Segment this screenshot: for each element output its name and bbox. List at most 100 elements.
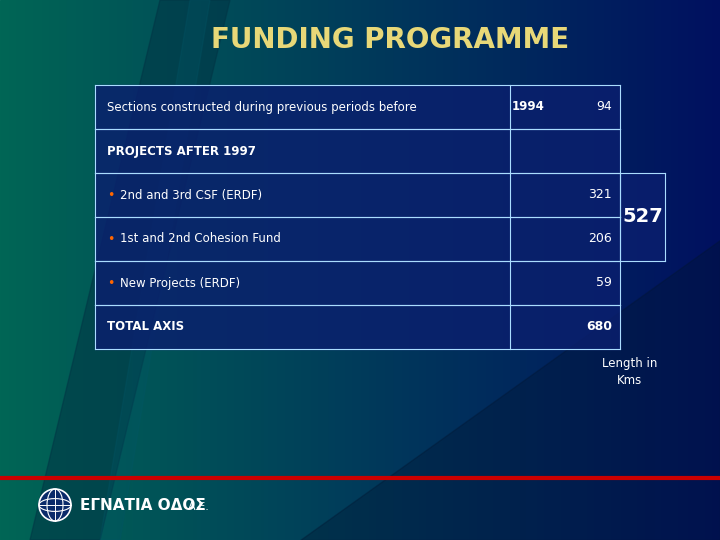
Bar: [36, 0, 40, 540]
Bar: [247, 0, 251, 540]
Bar: [374, 0, 378, 540]
Bar: [403, 0, 407, 540]
Bar: [27, 0, 30, 540]
Bar: [125, 0, 128, 540]
Bar: [614, 0, 618, 540]
Bar: [461, 0, 464, 540]
Bar: [557, 0, 560, 540]
Bar: [571, 0, 575, 540]
Bar: [202, 0, 205, 540]
Text: 1st and 2nd Cohesion Fund: 1st and 2nd Cohesion Fund: [120, 233, 281, 246]
Text: •: •: [107, 276, 114, 289]
Bar: [84, 0, 87, 540]
Bar: [233, 0, 236, 540]
Bar: [79, 0, 83, 540]
Bar: [115, 0, 119, 540]
Bar: [127, 0, 130, 540]
Bar: [122, 0, 126, 540]
Bar: [526, 0, 529, 540]
Bar: [17, 0, 20, 540]
Text: Α.Ε.: Α.Ε.: [188, 502, 210, 512]
Bar: [430, 0, 433, 540]
Bar: [377, 0, 380, 540]
Bar: [146, 0, 150, 540]
Bar: [362, 0, 366, 540]
Bar: [338, 0, 342, 540]
Bar: [110, 0, 114, 540]
Bar: [394, 0, 397, 540]
Bar: [45, 0, 49, 540]
Bar: [523, 0, 526, 540]
Bar: [7, 0, 11, 540]
Bar: [22, 0, 25, 540]
Bar: [634, 0, 637, 540]
Bar: [257, 0, 260, 540]
Bar: [718, 0, 720, 540]
Bar: [95, 173, 620, 217]
Bar: [451, 0, 454, 540]
Bar: [657, 0, 661, 540]
Bar: [274, 0, 277, 540]
Bar: [504, 0, 508, 540]
Bar: [9, 0, 13, 540]
Bar: [646, 0, 649, 540]
Bar: [497, 0, 500, 540]
Bar: [713, 0, 716, 540]
Bar: [240, 0, 243, 540]
Bar: [391, 0, 395, 540]
Bar: [367, 0, 371, 540]
Bar: [607, 0, 611, 540]
Bar: [81, 0, 85, 540]
Bar: [415, 0, 418, 540]
Bar: [655, 0, 659, 540]
Bar: [418, 0, 421, 540]
Bar: [413, 0, 416, 540]
Polygon shape: [30, 0, 230, 540]
Bar: [31, 0, 35, 540]
Bar: [89, 0, 92, 540]
Bar: [576, 0, 580, 540]
Text: 321: 321: [588, 188, 612, 201]
Bar: [581, 0, 584, 540]
Bar: [360, 0, 364, 540]
Bar: [382, 0, 385, 540]
Bar: [297, 0, 301, 540]
Bar: [238, 0, 241, 540]
Bar: [598, 0, 601, 540]
Text: 206: 206: [588, 233, 612, 246]
Bar: [708, 0, 711, 540]
Bar: [103, 0, 107, 540]
Bar: [665, 0, 668, 540]
Text: 2nd and 3rd CSF (ERDF): 2nd and 3rd CSF (ERDF): [120, 188, 262, 201]
Text: •: •: [107, 188, 114, 201]
Text: Length in
Kms: Length in Kms: [603, 357, 657, 387]
Bar: [293, 0, 296, 540]
Bar: [130, 0, 133, 540]
Bar: [706, 0, 709, 540]
Bar: [495, 0, 498, 540]
Bar: [466, 0, 469, 540]
Bar: [50, 0, 54, 540]
Bar: [454, 0, 457, 540]
Bar: [0, 0, 4, 540]
Bar: [427, 0, 431, 540]
Bar: [225, 0, 229, 540]
Bar: [387, 0, 390, 540]
Bar: [533, 0, 536, 540]
Bar: [271, 0, 274, 540]
Bar: [139, 0, 143, 540]
Bar: [14, 0, 18, 540]
Bar: [269, 0, 272, 540]
Bar: [279, 0, 282, 540]
Bar: [372, 0, 375, 540]
Bar: [620, 173, 665, 261]
Bar: [261, 0, 265, 540]
Bar: [214, 0, 217, 540]
Bar: [420, 0, 423, 540]
Bar: [379, 0, 382, 540]
Bar: [245, 0, 248, 540]
Bar: [715, 0, 719, 540]
Bar: [336, 0, 339, 540]
Bar: [531, 0, 534, 540]
Bar: [641, 0, 644, 540]
